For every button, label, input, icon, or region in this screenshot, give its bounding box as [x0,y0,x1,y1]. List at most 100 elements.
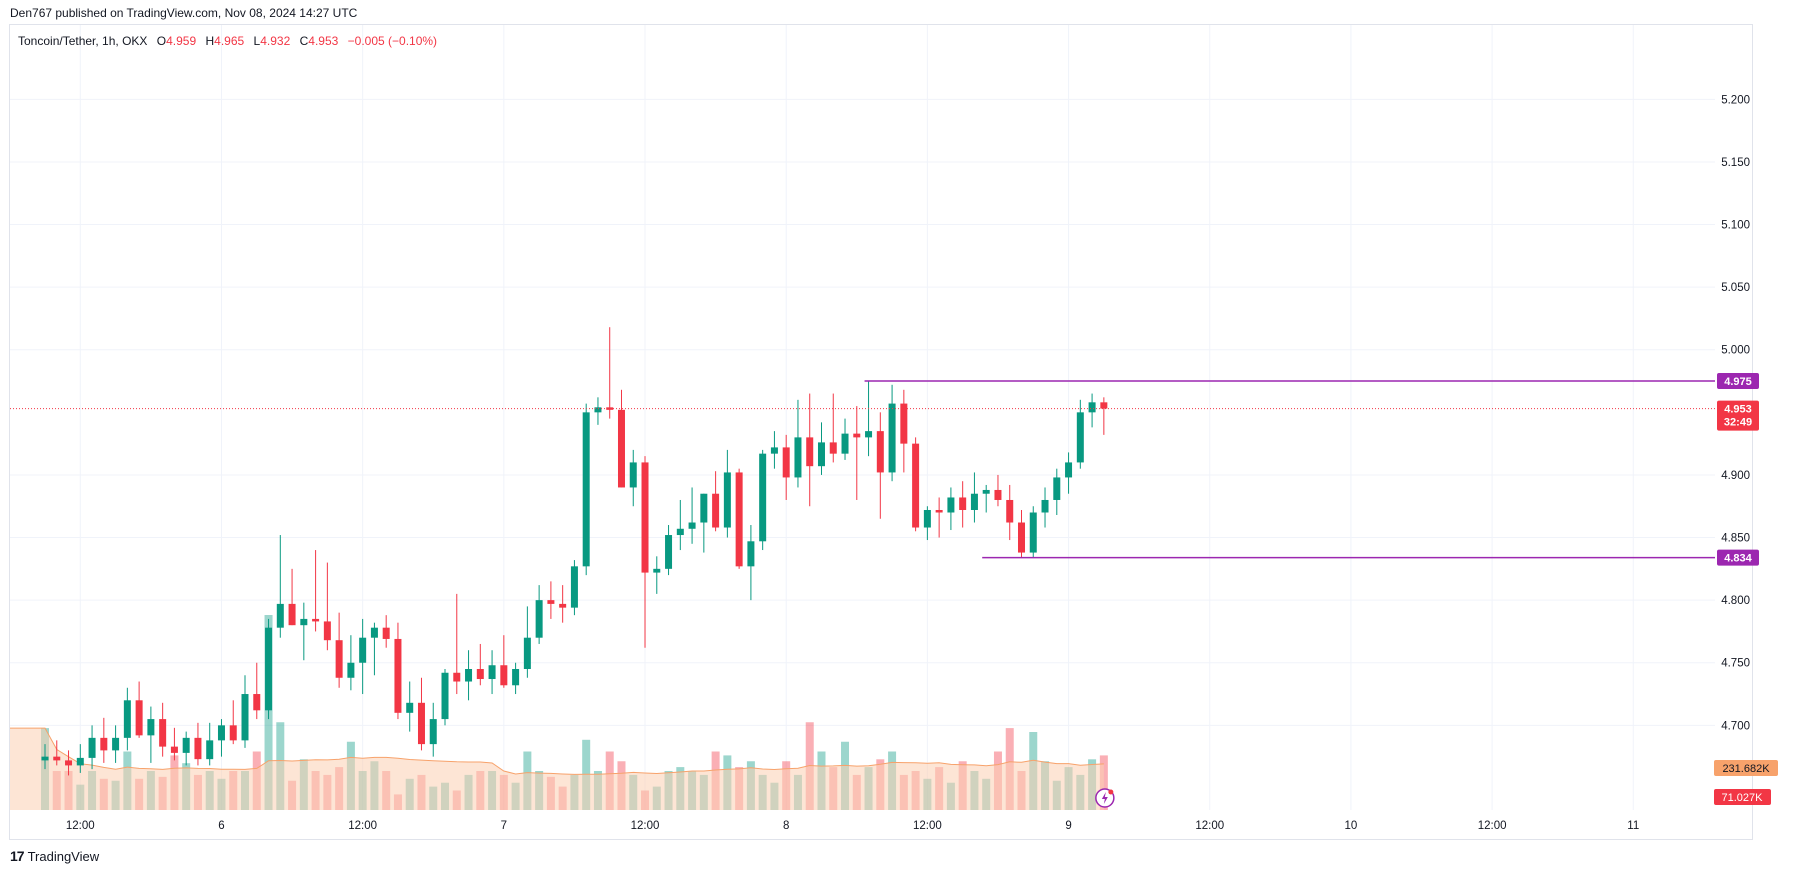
candle-body [665,535,673,569]
price-level-label: 4.834 [1724,553,1752,565]
candle-body [276,603,284,628]
y-tick-label: 4.750 [1721,658,1750,670]
candle-body [335,640,343,678]
candle-body [394,638,402,713]
ohlc-legend[interactable]: Toncoin/Tether, 1h, OKX O4.959 H4.965 L4… [18,34,437,48]
candle-body [1006,499,1014,523]
candle-body [217,725,225,741]
candle-body [617,409,625,488]
y-tick-label: 5.050 [1721,282,1750,294]
candle-body [770,447,778,454]
candle-body [806,437,814,467]
open-value: 4.959 [166,34,197,48]
y-tick-label: 4.800 [1721,595,1750,607]
volume-value: 71.027K [1722,792,1764,804]
candle-body [88,737,96,758]
change-value: −0.005 (−0.10%) [347,34,438,48]
last-price-tag [1717,400,1759,431]
candle-body [441,672,449,720]
low-key: L [253,34,261,48]
candle-body [112,737,120,751]
candle-body [359,637,367,663]
candle-body [382,627,390,639]
y-tick-label: 4.850 [1721,533,1750,545]
candle-body [759,453,767,542]
candle-body [629,462,637,488]
brand-name[interactable]: TradingView [27,848,100,864]
candle-body [147,719,155,736]
candle-body [700,493,708,523]
candle-body [182,737,190,753]
candle-body [923,509,931,528]
candle-body [1100,402,1108,409]
close-key: C [299,34,309,48]
candle-body [559,603,567,608]
alert-dot [1108,789,1114,795]
candle-body [253,694,261,711]
candle-body [747,541,755,567]
candle-body [935,509,943,513]
candle-body [453,672,461,682]
candle-body [123,700,131,738]
volume-ma-line [10,727,1104,775]
candle-body [1076,412,1084,463]
candle-body [465,669,473,682]
y-tick-label: 5.150 [1721,157,1750,169]
candle-body [41,756,49,761]
candle-body [735,472,743,567]
candle-body [488,665,496,680]
candle-body [500,665,508,686]
candle-body [829,442,837,454]
x-tick-label: 12:00 [1195,820,1224,832]
volume-ma-tag [1714,760,1778,776]
candle-body [206,740,214,760]
candle-body [900,403,908,444]
candle-body [265,627,273,711]
candle-body [1041,499,1049,513]
candle-body [947,497,955,513]
high-key: H [205,34,215,48]
symbol-label[interactable]: Toncoin/Tether, 1h, OKX [18,34,148,48]
candle-body [229,725,237,741]
volume-ma-area [10,728,1104,810]
x-tick-label: 12:00 [631,820,660,832]
candle-body [865,431,873,438]
candle-body [370,627,378,638]
price-level-tag [1717,549,1759,566]
candle-body [547,600,555,604]
candle-body [912,443,920,528]
candle-body [688,522,696,529]
low-value: 4.932 [260,34,291,48]
x-tick-label: 12:00 [66,820,95,832]
countdown-label: 32:49 [1724,417,1752,429]
candle-body [782,447,790,478]
tradingview-logo-icon[interactable]: 17 [10,848,25,864]
candle-body [794,437,802,478]
candle-body [712,493,720,528]
footer: 17 TradingView [10,848,99,864]
candle-body [65,760,73,766]
candle-body [1088,402,1096,413]
candle-body [606,407,614,410]
chart-frame [9,24,1753,840]
y-tick-label: 4.700 [1721,720,1750,732]
candle-body [1053,477,1061,500]
candle-body [100,737,108,751]
candle-body [241,694,249,741]
candle-body [594,407,602,413]
x-tick-label: 11 [1627,820,1639,832]
candle-body [817,442,825,467]
candle-body [570,566,578,608]
x-tick-label: 12:00 [1478,820,1507,832]
y-tick-label: 5.200 [1721,94,1750,106]
candle-body [970,493,978,510]
open-key: O [156,34,167,48]
x-tick-label: 8 [783,820,789,832]
x-tick-label: 9 [1065,820,1071,832]
y-tick-label: 5.000 [1721,345,1750,357]
candle-body [841,433,849,454]
candle-body [994,489,1002,500]
x-tick-label: 12:00 [913,820,942,832]
price-level-tag [1717,373,1759,390]
